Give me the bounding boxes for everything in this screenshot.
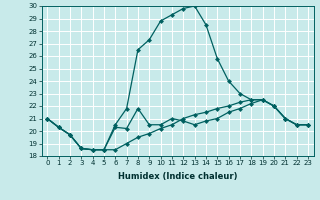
- X-axis label: Humidex (Indice chaleur): Humidex (Indice chaleur): [118, 172, 237, 181]
